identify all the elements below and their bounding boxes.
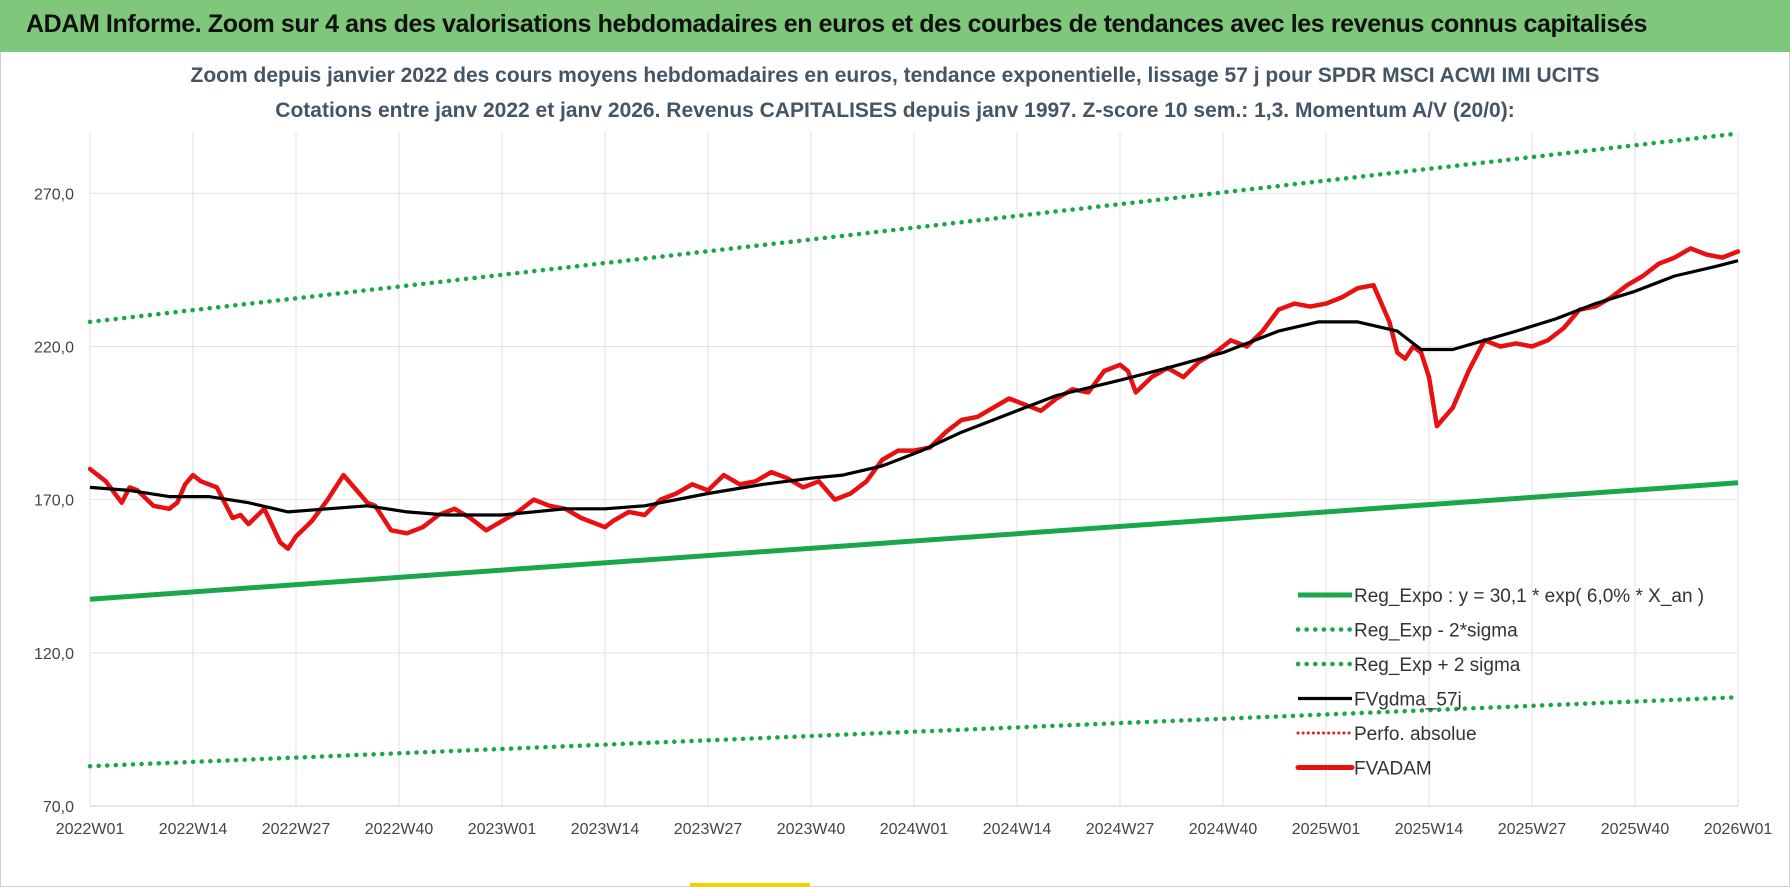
page-title: ADAM Informe. Zoom sur 4 ans des valoris… <box>26 10 1647 38</box>
x-tick-label: 2022W27 <box>262 821 331 838</box>
legend-label-ma: FVgdma_57j <box>1354 690 1462 711</box>
legend: Reg_Expo : y = 30,1 * exp( 6,0% * X_an )… <box>1295 586 1704 780</box>
series-upper-line <box>87 131 1741 325</box>
legend-label-price: FVADAM <box>1354 759 1432 780</box>
x-tick-label: 2026W01 <box>1704 821 1773 838</box>
x-tick-label: 2023W01 <box>468 821 537 838</box>
y-tick-label: 270,0 <box>34 186 74 203</box>
series-lower-line <box>87 694 1741 769</box>
x-tick-label: 2025W01 <box>1292 821 1361 838</box>
x-tick-label: 2022W14 <box>159 821 228 838</box>
x-tick-label: 2024W40 <box>1189 821 1258 838</box>
series-ma-line <box>89 259 1739 517</box>
legend-label-lower: Reg_Exp - 2*sigma <box>1354 621 1518 642</box>
x-tick-label: 2025W14 <box>1395 821 1464 838</box>
x-tick-label: 2024W14 <box>983 821 1052 838</box>
series-price-line <box>87 246 1741 551</box>
x-tick-label: 2025W27 <box>1498 821 1567 838</box>
legend-label-trend: Reg_Expo : y = 30,1 * exp( 6,0% * X_an ) <box>1354 586 1704 607</box>
chart-subtitle: Cotations entre janv 2022 et janv 2026. … <box>275 99 1514 122</box>
chart: Zoom depuis janvier 2022 des cours moyen… <box>34 64 1773 838</box>
series-layer <box>87 131 1741 769</box>
x-tick-label: 2023W27 <box>674 821 743 838</box>
x-tick-label: 2025W40 <box>1601 821 1670 838</box>
header-bar: ADAM Informe. Zoom sur 4 ans des valoris… <box>0 0 1790 52</box>
x-tick-label: 2023W14 <box>571 821 640 838</box>
y-tick-label: 220,0 <box>34 339 74 356</box>
bottom-accent-bar <box>690 883 810 887</box>
y-tick-label: 70,0 <box>43 799 74 816</box>
legend-label-perfo: Perfo. absolue <box>1354 724 1477 745</box>
grid <box>89 132 1739 807</box>
y-tick-label: 120,0 <box>34 646 74 663</box>
x-tick-label: 2024W01 <box>880 821 949 838</box>
x-tick-label: 2022W40 <box>365 821 434 838</box>
chart-title: Zoom depuis janvier 2022 des cours moyen… <box>191 64 1600 87</box>
legend-label-upper: Reg_Exp + 2 sigma <box>1354 655 1521 676</box>
x-axis: 2022W01 2022W14 2022W27 2022W40 2023W01 2023W… <box>56 821 1773 838</box>
y-tick-label: 170,0 <box>34 493 74 510</box>
x-tick-label: 2024W27 <box>1086 821 1155 838</box>
x-tick-label: 2022W01 <box>56 821 125 838</box>
y-axis: 70,0 120,0 170,0 220,0 270,0 <box>34 186 74 816</box>
series-trend-line <box>89 480 1739 602</box>
x-tick-label: 2023W40 <box>777 821 846 838</box>
